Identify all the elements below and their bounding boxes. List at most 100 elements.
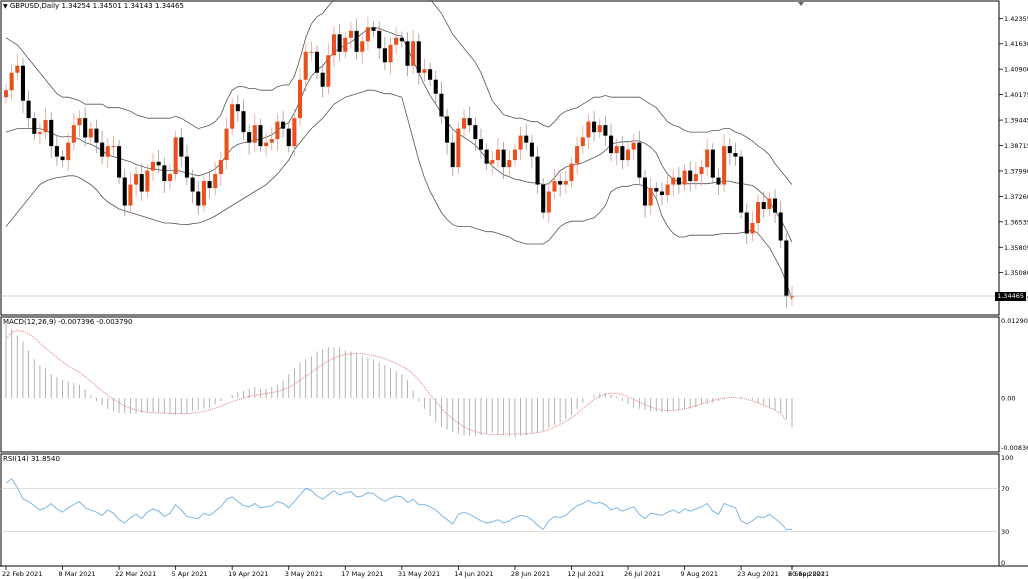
scroll-marker-icon — [798, 2, 804, 6]
candle-body — [416, 41, 421, 73]
candle-body — [699, 167, 704, 175]
candle-body — [478, 139, 484, 150]
price-tick-label: 1.40900 — [1004, 66, 1028, 74]
candle-body — [705, 149, 710, 168]
candle-body — [761, 202, 766, 210]
candle-body — [100, 142, 105, 157]
candle-body — [580, 137, 585, 147]
candle-body — [49, 119, 54, 147]
candle-body — [693, 174, 698, 182]
time-tick-label: 22 Feb 2021 — [2, 570, 42, 578]
candle-body — [394, 37, 399, 45]
candle-body — [558, 181, 563, 185]
candle-body — [337, 34, 342, 52]
candle-body — [473, 125, 478, 140]
candle-body — [603, 125, 608, 136]
candle-body — [275, 121, 280, 140]
candle-body — [269, 139, 274, 143]
candle-body — [789, 296, 795, 298]
symbol-header: ▼ GBPUSD,Daily 1.34254 1.34501 1.34143 1… — [3, 2, 184, 10]
macd-pane — [0, 316, 1000, 453]
candle-body — [665, 184, 670, 196]
candle-body — [377, 30, 382, 49]
candle-body — [252, 125, 257, 143]
time-tick-label: 14 Jun 2021 — [454, 570, 493, 578]
candle-body — [575, 146, 580, 164]
candle-body — [727, 146, 732, 154]
candle-body — [343, 37, 348, 52]
candle-body — [382, 48, 387, 63]
candle-body — [710, 149, 715, 178]
candle-body — [139, 174, 144, 192]
candle-body — [365, 27, 370, 42]
candle-body — [784, 240, 789, 297]
candle-body — [625, 149, 631, 161]
candle-body — [167, 174, 173, 182]
candle-body — [773, 198, 778, 213]
macd-tick-label: 0.00 — [1001, 395, 1015, 403]
bollinger-lower — [5, 89, 793, 301]
candle-body — [94, 128, 99, 143]
candle-body — [445, 116, 450, 143]
candle-body — [490, 160, 495, 164]
candle-body — [648, 188, 653, 206]
candle-body — [750, 222, 755, 234]
candle-body — [592, 121, 597, 133]
price-tick-label: 1.41630 — [1004, 40, 1028, 48]
candle-body — [371, 27, 376, 31]
candle-body — [399, 37, 404, 42]
collapse-arrow-icon[interactable]: ▼ — [3, 3, 8, 10]
candle-body — [767, 198, 772, 210]
candle-body — [3, 90, 9, 98]
time-tick-label: 5 Apr 2021 — [172, 570, 208, 578]
price-tick-label: 1.40175 — [1004, 91, 1028, 99]
macd-signal-line — [5, 330, 787, 435]
candle-body — [654, 188, 659, 192]
time-tick-label: 12 Jul 2021 — [567, 570, 604, 578]
candle-body — [597, 125, 602, 133]
macd-tick-label: -0.008367 — [1001, 444, 1028, 452]
candle-body — [241, 111, 246, 133]
candle-body — [614, 146, 619, 154]
candle-body — [314, 51, 320, 73]
candle-body — [264, 142, 269, 147]
rsi-label: RSI(14) 31.8540 — [3, 455, 60, 463]
macd-label: MACD(12,26,9) -0.007396 -0.003790 — [3, 318, 133, 326]
rsi-line — [5, 477, 792, 531]
time-tick-label: 20 Sep 2021 — [788, 570, 829, 578]
candle-body — [37, 132, 42, 134]
price-tick-label: 1.42355 — [1004, 15, 1028, 23]
candle-body — [88, 128, 93, 138]
candle-body — [405, 41, 410, 66]
time-tick-label: 19 Apr 2021 — [228, 570, 268, 578]
time-tick-label: 31 May 2021 — [398, 570, 440, 578]
candle-body — [682, 170, 687, 185]
candle-body — [722, 146, 727, 185]
rsi-tick-label: 100 — [1001, 454, 1013, 462]
price-tick-label: 1.39445 — [1004, 117, 1028, 125]
candle-body — [778, 212, 783, 241]
candle-body — [671, 177, 676, 185]
candle-body — [320, 72, 325, 87]
candle-body — [9, 72, 14, 91]
time-tick-label: 23 Aug 2021 — [737, 570, 779, 578]
rsi-tick-label: 30 — [1001, 528, 1009, 536]
candle-body — [467, 118, 472, 126]
candle-body — [484, 149, 489, 164]
current-price-tag: 1.34465 — [995, 292, 1026, 301]
candle-body — [354, 30, 359, 52]
price-tick-label: 1.38715 — [1004, 142, 1028, 150]
candle-body — [162, 165, 167, 182]
time-tick-label: 26 Jul 2021 — [624, 570, 661, 578]
candle-body — [218, 160, 223, 175]
candle-body — [552, 181, 557, 192]
candle-body — [433, 79, 438, 94]
candle-body — [258, 125, 263, 147]
candle-body — [309, 51, 314, 53]
candle-body — [501, 149, 506, 168]
candle-body — [609, 135, 614, 154]
candle-body — [524, 135, 529, 143]
candle-body — [512, 149, 517, 161]
